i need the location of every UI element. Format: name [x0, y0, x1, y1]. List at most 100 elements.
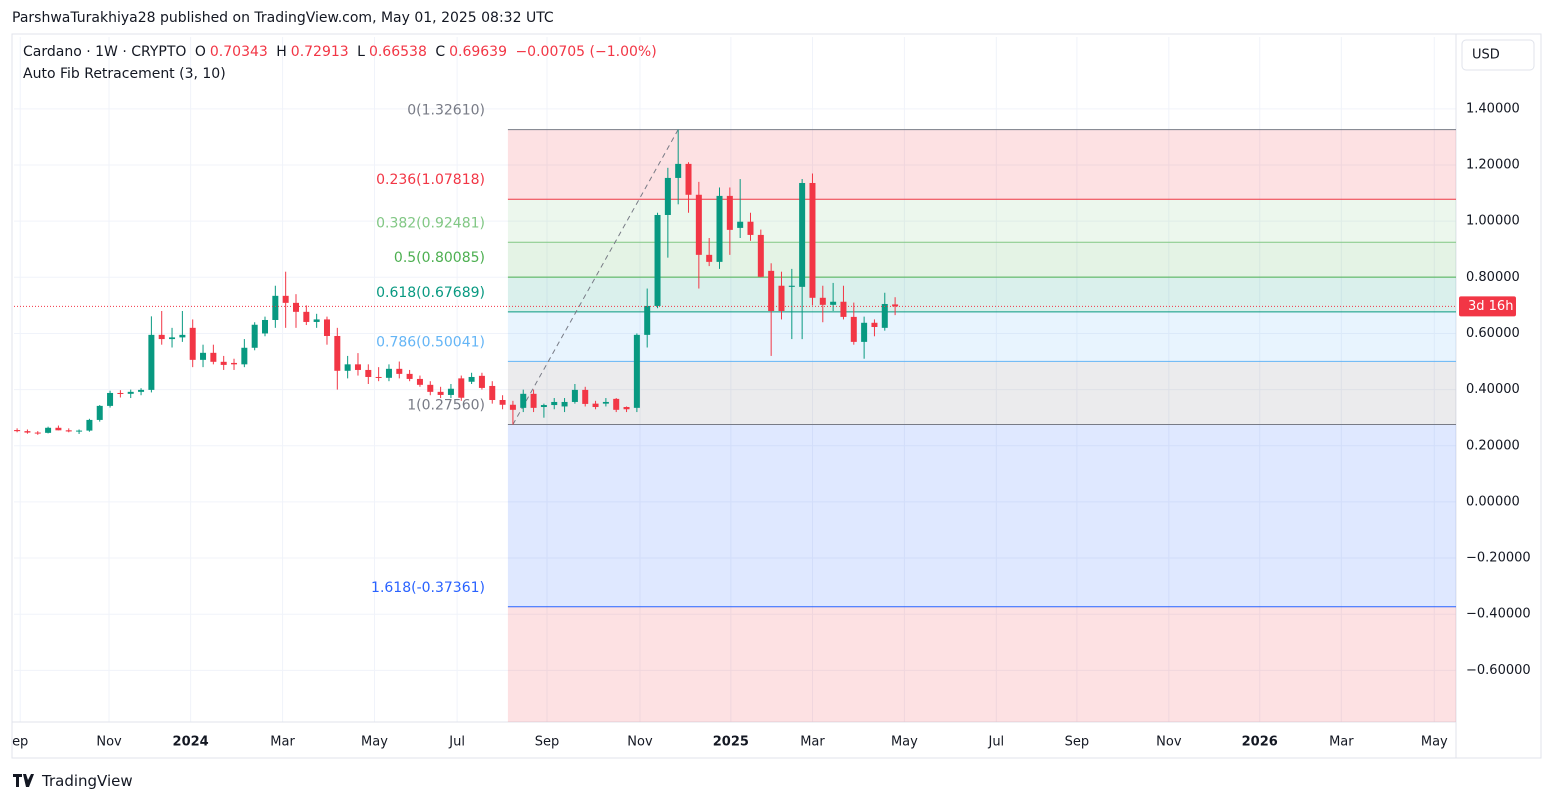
candle-body — [788, 285, 795, 287]
candle-body — [313, 319, 320, 322]
candle-body — [447, 388, 454, 395]
x-tick-label: May — [361, 735, 388, 750]
x-tick-label: ep — [12, 735, 28, 750]
candle-body — [881, 303, 888, 328]
candle-body — [427, 384, 434, 392]
fib-zone — [507, 424, 1456, 607]
brand: TradingView — [42, 772, 133, 790]
x-tick-label: May — [1421, 735, 1448, 750]
currency: USD — [1472, 48, 1500, 63]
candle-body — [685, 163, 692, 195]
candle-body — [14, 430, 21, 432]
candle-body — [437, 391, 444, 395]
candle-body — [210, 352, 217, 362]
candle-body — [231, 362, 238, 365]
x-tick-label: 2025 — [713, 735, 749, 750]
fib-label: 1(0.27560) — [407, 398, 485, 414]
x-tick-label: Nov — [96, 735, 122, 750]
y-tick-label: 0.40000 — [1466, 382, 1520, 397]
high-label: H — [276, 44, 287, 60]
x-tick-label: Nov — [1156, 735, 1182, 750]
candle-body — [458, 378, 465, 398]
candle-body — [530, 393, 537, 408]
candle-body — [303, 311, 310, 322]
fib-label: 1.618(-0.37361) — [371, 580, 485, 596]
low-value: 0.66538 — [368, 44, 427, 60]
candle-body — [45, 427, 52, 433]
candle-body — [375, 376, 382, 378]
low-label: L — [357, 44, 365, 60]
candle-body — [850, 316, 857, 342]
candle-body — [344, 364, 351, 371]
candle-body — [623, 407, 630, 410]
candle-body — [189, 327, 196, 360]
publisher: ParshwaTurakhiya28 published on TradingV… — [12, 10, 554, 26]
fib-zone — [507, 361, 1456, 425]
candle-body — [416, 378, 423, 385]
candle-body — [241, 347, 248, 365]
countdown-box — [1459, 296, 1516, 317]
fib-zone — [507, 199, 1456, 243]
candle-body — [272, 295, 279, 320]
candle-body — [107, 392, 114, 406]
x-tick-label: May — [891, 735, 918, 750]
candle-body — [262, 319, 269, 334]
candle-body — [726, 195, 733, 230]
candle-body — [251, 324, 258, 348]
fib-zone — [507, 242, 1456, 278]
candle-body — [354, 364, 361, 370]
candle-body — [613, 398, 620, 410]
fib-label: 0(1.32610) — [407, 103, 485, 119]
fib-label: 0.786(0.50041) — [376, 334, 485, 350]
x-tick-label: Mar — [1329, 735, 1354, 750]
candle-body — [871, 322, 878, 328]
candle-body — [489, 385, 496, 400]
candle-body — [675, 163, 682, 178]
candle-body — [716, 195, 723, 262]
legend: Cardano · 1W · CRYPTO O 0.70343 H 0.72913 … — [23, 44, 661, 60]
currency-box[interactable] — [1461, 39, 1535, 71]
y-tick-label: 0.00000 — [1466, 494, 1520, 509]
y-tick-label: −0.20000 — [1466, 551, 1531, 566]
candle-body — [706, 254, 713, 262]
candle-body — [499, 399, 506, 405]
fib-label: 0.382(0.92481) — [376, 215, 485, 231]
candle-body — [478, 375, 485, 388]
candle-body — [664, 177, 671, 215]
candle-body — [127, 391, 134, 394]
candle-body — [138, 389, 145, 392]
x-tick-label: 2024 — [173, 735, 209, 750]
candle-body — [602, 401, 609, 404]
candle-body — [282, 295, 289, 303]
candle-body — [396, 368, 403, 374]
candle-body — [34, 432, 41, 434]
candle-body — [169, 337, 176, 340]
candle-body — [809, 182, 816, 298]
y-tick-label: 0.80000 — [1466, 270, 1520, 285]
y-tick-label: −0.60000 — [1466, 663, 1531, 678]
x-tick-label: Mar — [800, 735, 825, 750]
candle-body — [148, 334, 155, 390]
x-tick-label: Mar — [270, 735, 295, 750]
chart-frame — [11, 33, 1542, 759]
candle-body — [200, 352, 207, 360]
y-tick-label: 0.60000 — [1466, 326, 1520, 341]
candle-body — [76, 430, 83, 432]
x-tick-label: Jul — [448, 735, 465, 750]
candle-body — [571, 389, 578, 402]
y-tick-label: 0.20000 — [1466, 438, 1520, 453]
candle-body — [117, 392, 124, 394]
candle-body — [55, 427, 62, 431]
y-tick-label: 1.20000 — [1466, 158, 1520, 173]
close-value: 0.69639 — [449, 44, 507, 60]
candle-body — [654, 214, 661, 306]
candle-body — [365, 369, 372, 377]
candle-body — [561, 401, 568, 407]
candle-body — [292, 302, 299, 312]
candle-body — [633, 334, 640, 408]
candle-body — [334, 335, 341, 371]
fib-trend-line — [512, 129, 679, 425]
fib-zone — [507, 606, 1456, 722]
candle-body — [582, 389, 589, 404]
